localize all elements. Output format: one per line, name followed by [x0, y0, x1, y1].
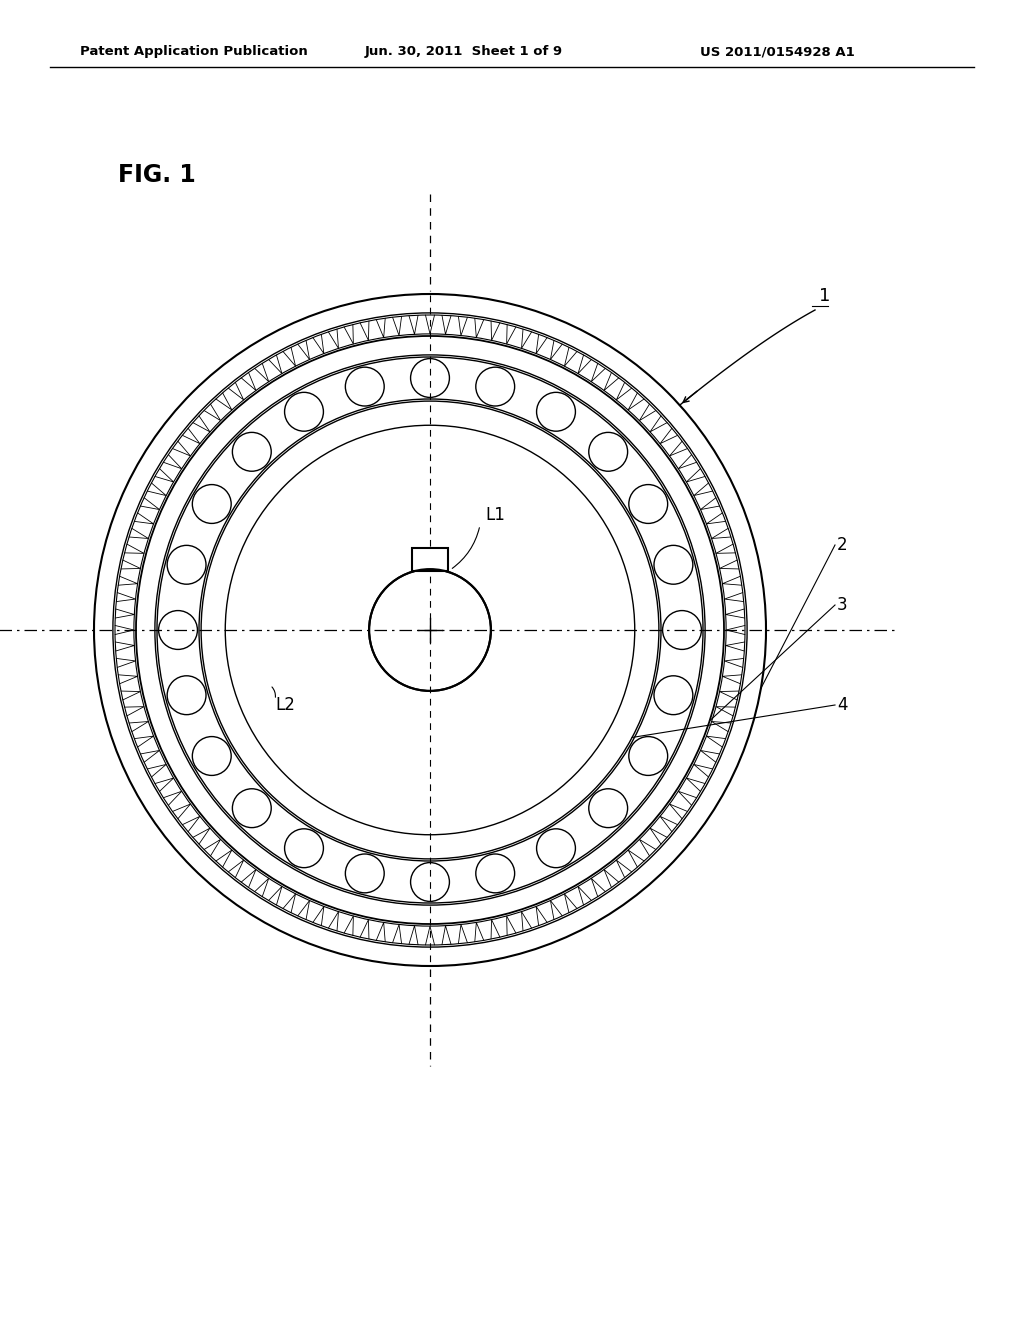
Text: 1: 1 [819, 286, 830, 305]
Text: Jun. 30, 2011  Sheet 1 of 9: Jun. 30, 2011 Sheet 1 of 9 [365, 45, 563, 58]
Text: US 2011/0154928 A1: US 2011/0154928 A1 [700, 45, 855, 58]
Text: L1: L1 [485, 506, 505, 524]
Text: 3: 3 [837, 597, 848, 614]
Text: L2: L2 [275, 696, 295, 714]
Text: Patent Application Publication: Patent Application Publication [80, 45, 308, 58]
Text: 2: 2 [837, 536, 848, 554]
Text: FIG. 1: FIG. 1 [118, 162, 196, 187]
Text: 4: 4 [837, 696, 848, 714]
Bar [412, 548, 447, 572]
